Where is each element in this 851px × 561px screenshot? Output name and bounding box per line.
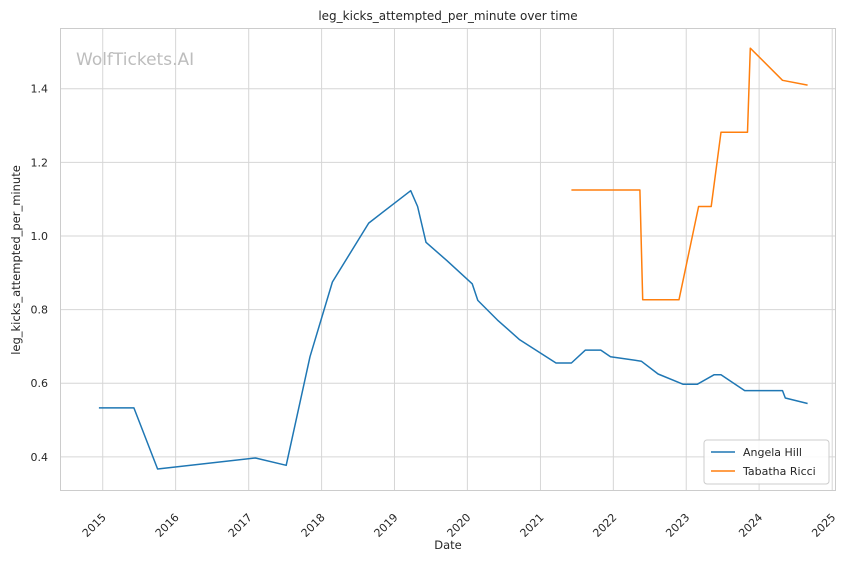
x-tick-label: 2025 [809, 511, 838, 540]
x-tick-label: 2022 [590, 511, 619, 540]
x-tick-label: 2023 [663, 511, 692, 540]
watermark: WolfTickets.AI [76, 50, 194, 70]
y-tick-label: 0.4 [31, 451, 49, 464]
x-tick-label: 2016 [153, 511, 182, 540]
series-layer [98, 47, 808, 470]
legend-label-angela-hill: Angela Hill [743, 446, 802, 459]
y-axis-ticks: 0.4 0.6 0.8 1.0 1.2 1.4 [31, 83, 49, 464]
legend-box [703, 439, 830, 485]
x-tick-label: 2019 [372, 511, 401, 540]
series-line-tabatha-ricci [571, 47, 808, 301]
x-axis-ticks: 2015 2016 2017 2018 2019 2020 2021 2022 2023 2024… [80, 511, 838, 540]
y-tick-label: 1.4 [31, 83, 49, 96]
y-tick-label: 1.2 [31, 156, 49, 169]
y-tick-label: 1.0 [31, 230, 49, 243]
chart-title: leg_kicks_attempted_per_minute over time [318, 9, 577, 23]
legend: Angela Hill Tabatha Ricci [703, 439, 830, 485]
series-line-angela-hill [98, 189, 808, 470]
y-axis-label: leg_kicks_attempted_per_minute [9, 165, 23, 355]
legend-label-tabatha-ricci: Tabatha Ricci [742, 465, 816, 478]
x-tick-label: 2015 [80, 511, 109, 540]
x-tick-label: 2021 [518, 511, 547, 540]
y-tick-label: 0.6 [31, 377, 49, 390]
x-axis-label: Date [434, 538, 462, 552]
x-tick-label: 2020 [444, 511, 473, 540]
x-tick-label: 2017 [226, 511, 255, 540]
x-tick-label: 2018 [299, 511, 328, 540]
x-tick-label: 2024 [736, 511, 765, 540]
y-tick-label: 0.8 [31, 304, 49, 317]
plot-frame [60, 28, 836, 491]
grid-lines [60, 28, 835, 490]
